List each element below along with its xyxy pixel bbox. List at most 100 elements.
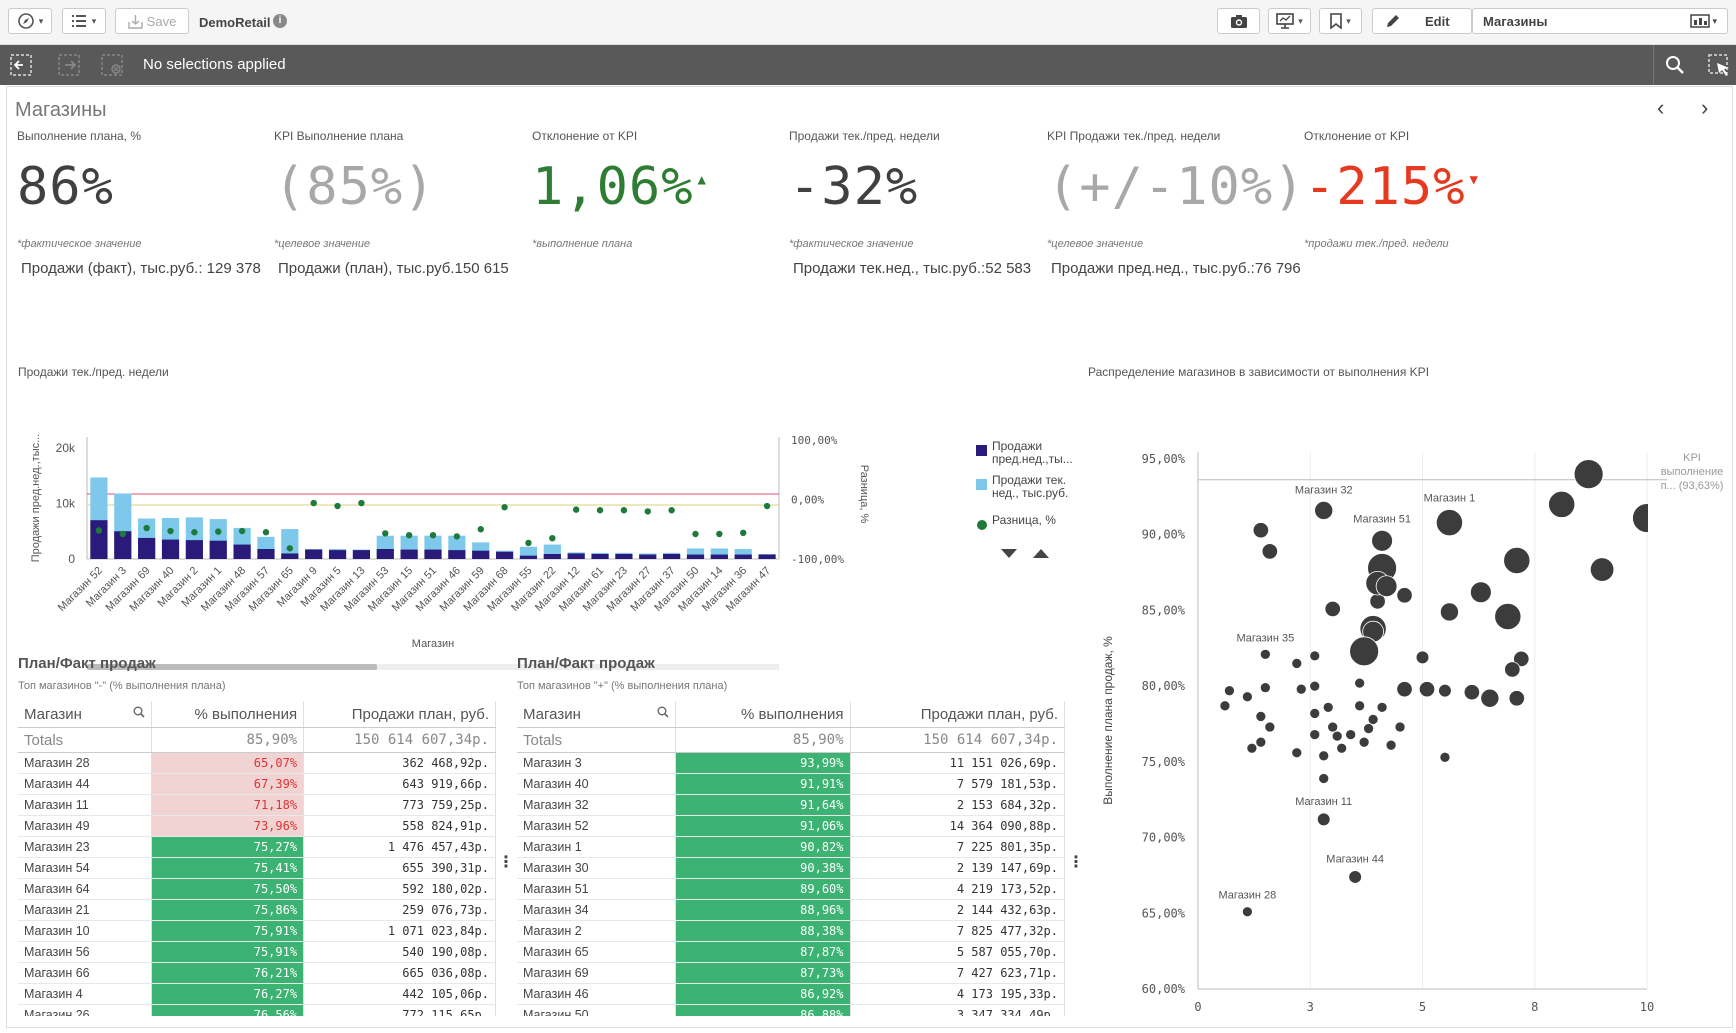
completion-cell[interactable]: 73,96% [151, 815, 305, 837]
search-icon[interactable] [133, 706, 145, 721]
plan-sales-cell[interactable]: 558 824,91р. [303, 815, 496, 837]
kpi-4-value[interactable]: -32% [789, 157, 919, 217]
completion-cell[interactable]: 75,91% [151, 941, 305, 963]
plan-sales-cell[interactable]: 259 076,73р. [303, 899, 496, 921]
plan-sales-cell[interactable]: 11 151 026,69р. [850, 752, 1065, 774]
plan-sales-cell[interactable]: 3 347 334,49р. [850, 1004, 1065, 1016]
column-header-completion[interactable]: % выполнения [675, 701, 851, 728]
completion-cell[interactable]: 89,60% [675, 878, 851, 900]
store-cell[interactable]: Магазин 51 [517, 878, 676, 900]
table-row[interactable]: Магазин 3 93,99% 11 151 026,69р. [517, 752, 1065, 774]
completion-cell[interactable]: 71,18% [151, 794, 305, 816]
completion-cell[interactable]: 75,27% [151, 836, 305, 858]
store-cell[interactable]: Магазин 26 [18, 1004, 152, 1016]
plan-sales-cell[interactable]: 7 825 477,32р. [850, 920, 1065, 942]
store-cell[interactable]: Магазин 30 [517, 857, 676, 879]
table-row[interactable]: Магазин 34 88,96% 2 144 432,63р. [517, 899, 1065, 921]
table-row[interactable]: Магазин 23 75,27% 1 476 457,43р. [18, 836, 496, 858]
plan-sales-cell[interactable]: 4 219 173,52р. [850, 878, 1065, 900]
next-sheet-icon[interactable]: › [1701, 95, 1709, 120]
store-cell[interactable]: Магазин 32 [517, 794, 676, 816]
scatter-chart[interactable]: 95,00% 90,00% 85,00% 80,00% 75,00% 70,00% 65,0… [1087, 377, 1732, 1017]
store-cell[interactable]: Магазин 3 [517, 752, 676, 774]
completion-cell[interactable]: 90,82% [675, 836, 851, 858]
completion-cell[interactable]: 67,39% [151, 773, 305, 795]
store-cell[interactable]: Магазин 40 [517, 773, 676, 795]
plan-sales-cell[interactable]: 7 579 181,53р. [850, 773, 1065, 795]
column-header-store[interactable]: Магазин [18, 701, 152, 728]
info-icon[interactable]: i [273, 14, 287, 28]
table-row[interactable]: Магазин 46 86,92% 4 173 195,33р. [517, 983, 1065, 1005]
store-cell[interactable]: Магазин 21 [18, 899, 152, 921]
store-cell[interactable]: Магазин 34 [517, 899, 676, 921]
store-cell[interactable]: Магазин 1 [517, 836, 676, 858]
completion-cell[interactable]: 75,91% [151, 920, 305, 942]
sheet-selector[interactable]: Магазины ▾ [1472, 8, 1728, 34]
table-row[interactable]: Магазин 40 91,91% 7 579 181,53р. [517, 773, 1065, 795]
completion-cell[interactable]: 91,91% [675, 773, 851, 795]
table-row[interactable]: Магазин 64 75,50% 592 180,02р. [18, 878, 496, 900]
completion-cell[interactable]: 86,88% [675, 1004, 851, 1016]
table-row[interactable]: Магазин 10 75,91% 1 071 023,84р. [18, 920, 496, 942]
plan-sales-cell[interactable]: 773 759,25р. [303, 794, 496, 816]
kpi-1-value[interactable]: 86% [17, 157, 114, 217]
kpi-3-value[interactable]: 1,06% ▲ [532, 157, 707, 217]
table-row[interactable]: Магазин 21 75,86% 259 076,73р. [18, 899, 496, 921]
store-cell[interactable]: Магазин 66 [18, 962, 152, 984]
smart-search-back-icon[interactable] [8, 53, 34, 77]
completion-cell[interactable]: 88,38% [675, 920, 851, 942]
table-row[interactable]: Магазин 54 75,41% 655 390,31р. [18, 857, 496, 879]
store-cell[interactable]: Магазин 10 [18, 920, 152, 942]
table-left[interactable]: Магазин% выполнения Продажи план, руб. Tot… [18, 701, 498, 1016]
selections-tool-icon[interactable] [1707, 53, 1731, 77]
plan-sales-cell[interactable]: 7 225 801,35р. [850, 836, 1065, 858]
presentation-button[interactable]: ▾ [1268, 8, 1311, 34]
plan-sales-cell[interactable]: 592 180,02р. [303, 878, 496, 900]
table-right-more-icon[interactable]: ⋮ [1068, 854, 1084, 871]
store-cell[interactable]: Магазин 56 [18, 941, 152, 963]
column-header-store[interactable]: Магазин [517, 701, 676, 728]
plan-sales-cell[interactable]: 2 153 684,32р. [850, 794, 1065, 816]
search-icon[interactable] [1665, 55, 1685, 75]
table-row[interactable]: Магазин 52 91,06% 14 364 090,88р. [517, 815, 1065, 837]
global-menu-button[interactable]: ▾ [62, 8, 106, 34]
table-row[interactable]: Магазин 56 75,91% 540 190,08р. [18, 941, 496, 963]
search-icon[interactable] [657, 706, 669, 721]
snapshot-button[interactable] [1217, 8, 1260, 34]
store-cell[interactable]: Магазин 54 [18, 857, 152, 879]
plan-sales-cell[interactable]: 1 071 023,84р. [303, 920, 496, 942]
store-cell[interactable]: Магазин 65 [517, 941, 676, 963]
store-cell[interactable]: Магазин 52 [517, 815, 676, 837]
completion-cell[interactable]: 75,50% [151, 878, 305, 900]
table-row[interactable]: Магазин 51 89,60% 4 219 173,52р. [517, 878, 1065, 900]
table-row[interactable]: Магазин 32 91,64% 2 153 684,32р. [517, 794, 1065, 816]
column-header-plan-sales[interactable]: Продажи план, руб. [850, 701, 1065, 728]
plan-sales-cell[interactable]: 7 427 623,71р. [850, 962, 1065, 984]
store-cell[interactable]: Магазин 64 [18, 878, 152, 900]
store-cell[interactable]: Магазин 11 [18, 794, 152, 816]
kpi-2-value[interactable]: (85%) [274, 157, 436, 217]
completion-cell[interactable]: 86,92% [675, 983, 851, 1005]
kpi-6-value[interactable]: -215% ▼ [1304, 157, 1479, 217]
column-header-plan-sales[interactable]: Продажи план, руб. [303, 701, 496, 728]
plan-sales-cell[interactable]: 1 476 457,43р. [303, 836, 496, 858]
completion-cell[interactable]: 65,07% [151, 752, 305, 774]
completion-cell[interactable]: 75,41% [151, 857, 305, 879]
plan-sales-cell[interactable]: 655 390,31р. [303, 857, 496, 879]
plan-sales-cell[interactable]: 2 144 432,63р. [850, 899, 1065, 921]
completion-cell[interactable]: 75,86% [151, 899, 305, 921]
store-cell[interactable]: Магазин 69 [517, 962, 676, 984]
table-row[interactable]: Магазин 65 87,87% 5 587 055,70р. [517, 941, 1065, 963]
step-forward-icon[interactable] [56, 53, 82, 77]
store-cell[interactable]: Магазин 46 [517, 983, 676, 1005]
table-right[interactable]: Магазин% выполнения Продажи план, руб. Tot… [517, 701, 1067, 1016]
completion-cell[interactable]: 91,64% [675, 794, 851, 816]
table-left-more-icon[interactable]: ⋮ [498, 854, 514, 871]
store-cell[interactable]: Магазин 28 [18, 752, 152, 774]
save-button[interactable]: Save [115, 8, 189, 34]
plan-sales-cell[interactable]: 665 036,08р. [303, 962, 496, 984]
bar-chart[interactable]: 20k 10k 0 100,00% 0,00% -100,00% Продажи пред.… [7, 377, 1087, 727]
bookmark-button[interactable]: ▾ [1319, 8, 1362, 34]
table-row[interactable]: Магазин 28 65,07% 362 468,92р. [18, 752, 496, 774]
table-row[interactable]: Магазин 11 71,18% 773 759,25р. [18, 794, 496, 816]
